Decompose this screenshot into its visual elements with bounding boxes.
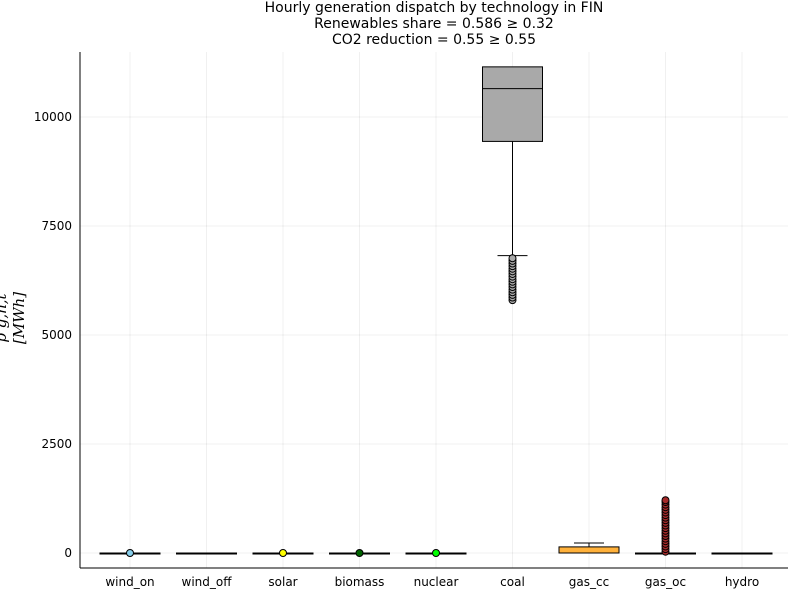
chart-subtitle-renewables: Renewables share = 0.586 ≥ 0.32 [314,16,554,32]
x-tick-label: wind_on [105,575,154,589]
y-tick-label: 2500 [41,437,72,451]
outlier-point [432,549,440,557]
x-tick-label: solar [268,575,297,589]
x-tick-label: gas_cc [569,575,609,589]
x-tick-label: gas_oc [645,575,686,589]
y-tick-label: 10000 [34,110,72,124]
x-tick-label: biomass [335,575,385,589]
x-tick-label: wind_off [182,575,233,589]
outlier-point [661,496,670,505]
y-tick-label: 0 [64,546,72,560]
chart-title: Hourly generation dispatch by technology… [264,0,604,16]
box-coal [482,66,543,142]
x-tick-label: hydro [725,575,759,589]
outlier-point [355,549,364,557]
outlier-point [508,254,517,263]
x-tick-label: nuclear [414,575,459,589]
outlier-point [126,549,134,557]
x-tick-label: coal [500,575,525,589]
outlier-point [279,549,287,557]
box-gas_cc [558,546,620,554]
chart-subtitle-co2: CO2 reduction = 0.55 ≥ 0.55 [331,32,537,48]
y-tick-label: 7500 [41,219,72,233]
y-tick-label: 5000 [41,328,72,342]
